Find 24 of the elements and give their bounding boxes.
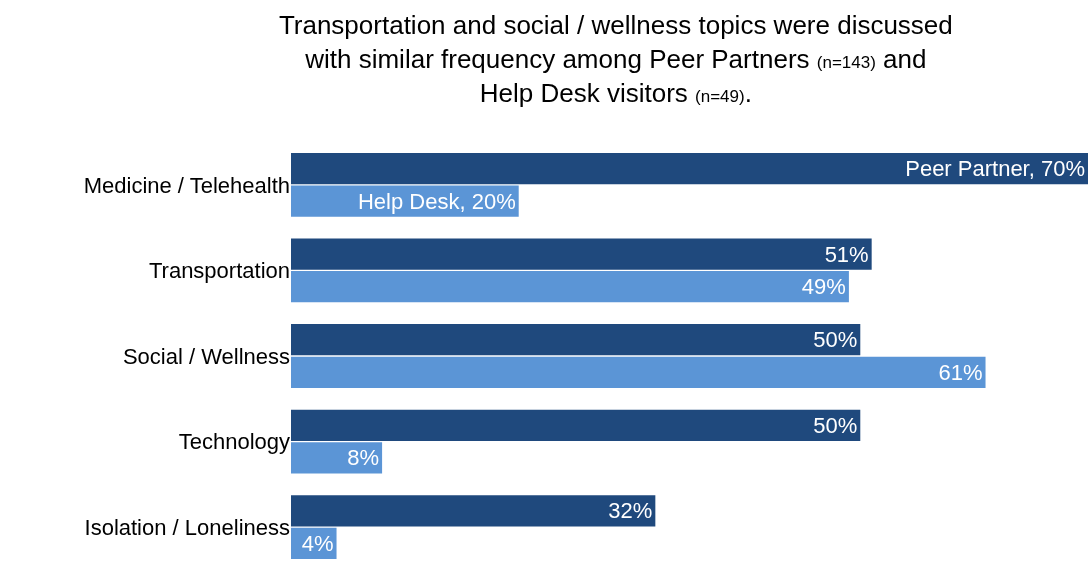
y-tick-label: Medicine / Telehealth: [83, 172, 290, 198]
y-tick-label: Transportation: [148, 258, 290, 284]
data-label: 61%: [938, 359, 983, 385]
y-tick-label: Social / Wellness: [122, 343, 290, 369]
data-label: Help Desk, 20%: [357, 188, 516, 214]
bar: [291, 356, 986, 388]
data-label: 50%: [813, 327, 858, 353]
bar: [291, 495, 656, 527]
data-label: 32%: [608, 498, 653, 524]
bar: [291, 442, 383, 474]
data-label: 51%: [824, 241, 869, 267]
bar: [291, 271, 849, 303]
bar: [291, 324, 861, 356]
chart-title: Transportation and social / wellness topics were discussed with similar frequency among Peer Partners (n=143) and Help Desk visitors (n=49).: [278, 10, 953, 108]
data-label: 4%: [301, 530, 334, 556]
bar: [291, 152, 1088, 185]
data-label: 8%: [347, 445, 380, 471]
y-tick-label: Isolation / Loneliness: [84, 514, 290, 540]
bar: [291, 238, 872, 270]
bar: [291, 409, 861, 441]
data-label: 49%: [801, 274, 846, 300]
data-label: 50%: [813, 412, 858, 438]
data-label: Peer Partner, 70%: [905, 156, 1085, 182]
y-tick-label: Technology: [178, 429, 290, 455]
